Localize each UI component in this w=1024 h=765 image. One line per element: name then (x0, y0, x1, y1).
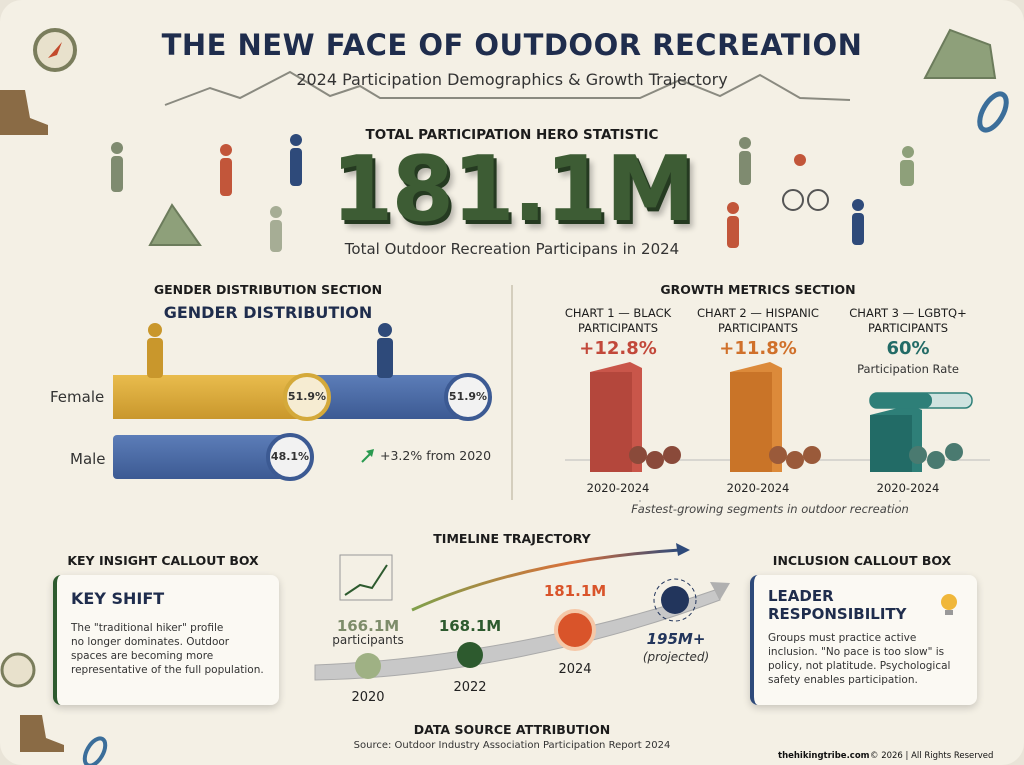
timeline-year: 2022 (453, 680, 487, 695)
timeline-value: 195M+ (646, 630, 706, 648)
value-label: 51.9% (448, 390, 488, 403)
body-line: spaces are becoming more (71, 650, 214, 662)
callout-title: LEADER RESPONSIBILITY (768, 587, 907, 623)
row-label: Male (70, 450, 106, 468)
hero-caption: Total Outdoor Recreation Participans in … (344, 240, 680, 258)
chart-title: PARTICIPANTS (867, 321, 949, 335)
body-line: policy, not platitude. Psychological (768, 660, 951, 672)
chart-title: PARTICIPANTS (717, 321, 799, 335)
body-line: The "traditional hiker" profile (71, 622, 224, 634)
timeline-year: 2024 (558, 662, 592, 677)
timeline-value: 181.1M (543, 582, 607, 600)
callout-body: Groups must practice active inclusion. "N… (768, 631, 950, 687)
subtitle: 2024 Participation Demographics & Growth… (296, 70, 728, 89)
section-label: INCLUSION CALLOUT BOX (772, 553, 952, 568)
callout-body: The "traditional hiker" profile no longer… (71, 621, 264, 677)
section-label: GROWTH METRICS SECTION (660, 282, 856, 297)
section-label: TIMELINE TRAJECTORY (433, 531, 591, 546)
timeline-note: (projected) (642, 650, 710, 664)
gender-title: GENDER DISTRIBUTION (163, 303, 373, 322)
body-line: safety enables participation. (768, 674, 918, 686)
timeline-year: 2020 (351, 690, 385, 705)
growth-value: 60% (886, 338, 930, 359)
change-note: +3.2% from 2020 (380, 448, 492, 463)
timeline-value: 166.1M (336, 617, 400, 635)
inclusion-box: LEADER RESPONSIBILITY Groups must practic… (750, 575, 977, 705)
chart-title: CHART 3 — LGBTQ+ (849, 306, 967, 320)
section-label: DATA SOURCE ATTRIBUTION (413, 722, 611, 737)
body-line: representative of the full population. (71, 664, 264, 676)
timeline-note: participants (332, 633, 404, 647)
title: THE NEW FACE OF OUTDOOR RECREATION (161, 28, 863, 62)
chart-title: CHART 2 — HISPANIC (697, 306, 819, 320)
timeline-value: 168.1M (438, 617, 502, 635)
section-label: TOTAL PARTICIPATION HERO STATISTIC (365, 127, 659, 143)
body-line: Groups must practice active (768, 632, 917, 644)
row-label: Female (50, 388, 105, 406)
body-line: no longer dominates. Outdoor (71, 636, 230, 648)
source: Source: Outdoor Industry Association Par… (353, 740, 671, 751)
chart-title: PARTICIPANTS (577, 321, 659, 335)
section-label: GENDER DISTRIBUTION SECTION (153, 282, 383, 297)
period-label: 2020-2024 (586, 481, 650, 495)
body-line: inclusion. "No pace is too slow" is (768, 646, 945, 658)
credit-site: thehikingtribe.com (778, 751, 870, 761)
title-line: RESPONSIBILITY (768, 605, 907, 623)
bulb-icon (941, 594, 957, 615)
credit: © 2026 | All Rights Reserved (870, 751, 994, 761)
callout-title: KEY SHIFT (71, 589, 165, 608)
section-label: KEY INSIGHT CALLOUT BOX (67, 553, 259, 568)
growth-note: Participation Rate (857, 362, 959, 376)
growth-caption: Fastest-growing segments in outdoor recr… (627, 502, 913, 516)
title-line: LEADER (768, 587, 834, 605)
value-label: 51.9% (287, 390, 327, 403)
chart-title: CHART 1 — BLACK (564, 306, 672, 320)
period-label: 2020-2024 (876, 481, 940, 495)
hero-stat: 181.1M (330, 137, 695, 242)
growth-value: +12.8% (579, 338, 657, 359)
growth-value: +11.8% (719, 338, 797, 359)
value-label: 48.1% (270, 450, 310, 463)
period-label: 2020-2024 (726, 481, 790, 495)
key-insight-box: KEY SHIFT The "traditional hiker" profil… (53, 575, 279, 705)
